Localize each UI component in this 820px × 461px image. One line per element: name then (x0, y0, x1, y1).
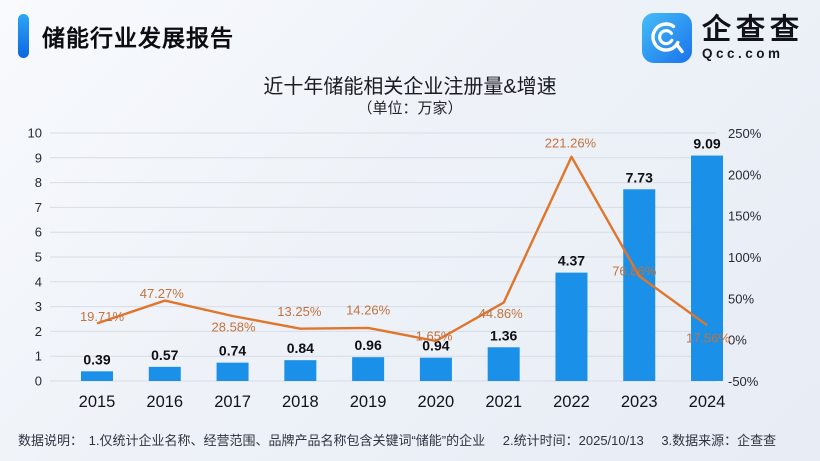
bar-2021 (487, 347, 520, 381)
x-axis-label-2024: 2024 (689, 393, 726, 411)
bar-2017 (216, 362, 249, 381)
growth-label: 17.56% (686, 331, 731, 346)
left-axis-tick: 8 (35, 175, 42, 190)
growth-line (96, 155, 708, 343)
right-axis-tick: -50% (728, 374, 759, 389)
growth-label: 19.71% (80, 309, 125, 324)
bar-2024 (691, 155, 724, 381)
bar-2019 (352, 357, 385, 381)
right-axis-tick: 250% (728, 126, 762, 141)
left-axis-tick: 3 (35, 299, 42, 314)
chart-subtitle: （单位：万家） (357, 100, 463, 117)
left-axis-tick: 9 (35, 150, 42, 165)
report-header: 储能行业发展报告 (18, 14, 234, 58)
bar-value-label: 0.39 (83, 351, 110, 367)
growth-label: 47.27% (140, 286, 185, 301)
bar-2015 (81, 371, 113, 381)
bar-value-label: 0.74 (219, 343, 246, 359)
x-axis-label-2020: 2020 (418, 393, 455, 411)
bar-value-label: 0.94 (422, 338, 449, 354)
left-axis-tick: 2 (35, 324, 42, 339)
data-notes-label: 数据说明： (18, 433, 84, 448)
right-axis-tick: 100% (728, 250, 762, 265)
right-axis-tick: 150% (728, 209, 762, 224)
qcc-logo-icon (641, 13, 692, 63)
growth-label: 76.86% (612, 264, 657, 279)
x-axis-label-2015: 2015 (79, 393, 116, 411)
accent-bar (18, 14, 29, 58)
qcc-logo-name-cn: 企查查 (701, 13, 804, 46)
bar-value-label: 0.84 (287, 340, 314, 356)
growth-label: -1.65% (411, 329, 453, 344)
data-note-1: 1.仅统计企业名称、经营范围、品牌产品名称包含关键词“储能”的企业 (88, 433, 486, 448)
bar-value-label: 7.73 (626, 169, 653, 185)
bar-2016 (148, 366, 181, 381)
bar-value-label: 0.96 (354, 337, 381, 353)
left-axis-tick: 7 (35, 200, 42, 215)
left-axis-tick: 10 (28, 126, 42, 141)
bar-value-label: 4.37 (558, 253, 585, 269)
growth-label: 44.86% (479, 306, 524, 321)
data-note-3: 3.数据来源：企查查 (661, 433, 777, 448)
growth-label: 13.25% (277, 304, 322, 319)
x-axis-label-2016: 2016 (146, 393, 183, 411)
growth-label: 221.26% (545, 135, 597, 150)
bar-value-label: 0.57 (151, 347, 178, 363)
qcc-logo-name-en: Qcc.com (701, 46, 784, 62)
qcc-logo-text: 企查查 Qcc.com (701, 13, 804, 62)
bar-2018 (284, 360, 317, 381)
data-notes: 数据说明： 1.仅统计企业名称、经营范围、品牌产品名称包含关键词“储能”的企业 … (18, 430, 808, 449)
chart-canvas: 0 1 2 3 4 5 6 7 8 9 10 -50% 0% 50% 100% 150% 200% 250% 0.3… (28, 126, 762, 412)
right-axis-tick: 200% (728, 167, 762, 182)
x-axis-label-2017: 2017 (214, 393, 251, 411)
bar-value-label: 1.36 (490, 327, 517, 343)
x-axis-label-2018: 2018 (282, 393, 319, 411)
x-axis-label-2021: 2021 (485, 393, 522, 411)
data-note-2: 2.统计时间：2025/10/13 (502, 433, 644, 448)
left-axis-tick: 1 (35, 349, 42, 364)
growth-label: 28.58% (212, 320, 257, 335)
growth-label: 14.26% (346, 302, 391, 317)
x-axis-label-2019: 2019 (350, 393, 387, 411)
right-axis-tick: 50% (728, 291, 754, 306)
left-axis-tick: 6 (35, 225, 42, 240)
chart-title: 近十年储能相关企业注册量&增速 (263, 76, 557, 98)
bar-2022 (555, 272, 588, 381)
left-axis-tick: 5 (35, 250, 42, 265)
bar-2020 (419, 357, 452, 381)
qcc-logo: 企查查 Qcc.com (641, 12, 804, 64)
left-axis-tick: 0 (35, 374, 42, 389)
left-axis-tick: 4 (35, 274, 42, 289)
report-title: 储能行业发展报告 (42, 25, 234, 51)
x-axis-label-2023: 2023 (621, 393, 658, 411)
x-axis-label-2022: 2022 (553, 393, 590, 411)
bar-value-label: 9.09 (693, 136, 720, 152)
right-axis-tick: 0% (728, 333, 747, 348)
